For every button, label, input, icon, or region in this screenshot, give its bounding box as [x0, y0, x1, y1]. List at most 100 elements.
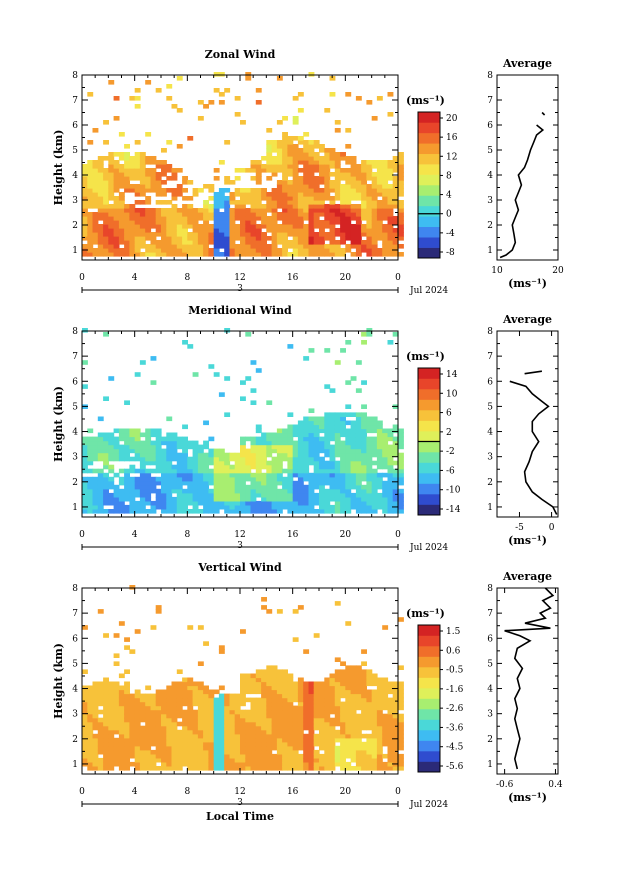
- heatmap-cell: [87, 240, 94, 245]
- heatmap-cell: [292, 212, 299, 217]
- heatmap-cell: [182, 436, 188, 442]
- heatmap-cell: [334, 492, 341, 498]
- heatmap-cell: [182, 444, 188, 450]
- heatmap-cell: [139, 172, 146, 177]
- heatmap-cell: [313, 681, 320, 687]
- heatmap-cell: [287, 709, 294, 715]
- heatmap-cell: [319, 228, 325, 233]
- heatmap-cell: [266, 208, 273, 213]
- heatmap-cell: [371, 164, 378, 169]
- heatmap-cell: [319, 172, 325, 177]
- heatmap-cell: [313, 216, 320, 221]
- heatmap-cell: [129, 476, 136, 482]
- heatmap-cell: [308, 144, 315, 149]
- heatmap-cell: [82, 689, 88, 695]
- heatmap-cell: [266, 460, 273, 466]
- heatmap-cell: [255, 745, 262, 751]
- heatmap-cell: [97, 509, 104, 514]
- heatmap-cell: [255, 456, 262, 462]
- colorbar-swatch: [418, 698, 440, 710]
- heatmap-cell: [108, 252, 115, 257]
- heatmap-cell: [282, 172, 288, 177]
- heatmap-cell: [340, 440, 346, 446]
- heatmap-cell: [271, 509, 278, 514]
- heatmap-cell: [324, 196, 331, 201]
- heatmap-cell: [371, 252, 378, 257]
- heatmap-cell: [303, 420, 310, 426]
- heatmap-cell: [171, 252, 178, 257]
- heatmap-cell: [108, 216, 115, 221]
- heatmap-cell: [203, 104, 209, 109]
- heatmap-cell: [197, 689, 204, 695]
- heatmap-cell: [250, 705, 257, 711]
- heatmap-cell: [355, 240, 362, 245]
- heatmap-cell: [171, 196, 178, 201]
- heatmap-cell: [203, 717, 209, 723]
- heatmap-cell: [187, 196, 194, 201]
- heatmap-cell: [155, 212, 162, 217]
- heatmap-cell: [350, 480, 357, 486]
- heatmap-cell: [350, 677, 357, 683]
- heatmap-cell: [134, 697, 141, 703]
- heatmap-cell: [345, 504, 352, 510]
- heatmap-cell: [266, 140, 273, 145]
- heatmap-cell: [82, 192, 88, 197]
- heatmap-cell: [345, 456, 352, 462]
- heatmap-cell: [213, 488, 220, 494]
- heatmap-cell: [255, 244, 262, 249]
- heatmap-cell: [355, 184, 362, 189]
- heatmap-cell: [192, 761, 199, 767]
- heatmap-cell: [224, 460, 231, 466]
- heatmap-cell: [282, 721, 288, 727]
- heatmap-cell: [366, 753, 373, 759]
- heatmap-cell: [187, 472, 194, 478]
- heatmap-cell: [108, 176, 115, 181]
- heatmap-cell: [398, 164, 404, 169]
- heatmap-cell: [366, 480, 373, 486]
- heatmap-cell: [398, 757, 404, 763]
- heatmap-cell: [145, 761, 152, 767]
- heatmap-cell: [266, 440, 273, 446]
- heatmap-cell: [145, 749, 152, 755]
- heatmap-cell: [255, 757, 262, 763]
- heatmap-cell: [118, 220, 125, 225]
- heatmap-cell: [282, 480, 288, 486]
- heatmap-cell: [161, 472, 167, 478]
- heatmap-cell: [261, 745, 267, 751]
- heatmap-cell: [355, 468, 362, 474]
- heatmap-cell: [340, 721, 346, 727]
- heatmap-cell: [145, 741, 152, 747]
- heatmap-cell: [361, 168, 367, 173]
- heatmap-cell: [118, 693, 125, 699]
- heatmap-cell: [182, 504, 188, 510]
- heatmap-cell: [287, 729, 294, 735]
- heatmap-cell: [129, 204, 136, 209]
- heatmap-cell: [340, 717, 346, 723]
- heatmap-cell: [176, 761, 183, 767]
- heatmap-cell: [82, 188, 88, 193]
- heatmap-cell: [139, 484, 146, 490]
- heatmap-cell: [382, 160, 389, 165]
- heatmap-cell: [166, 705, 173, 711]
- heatmap-cell: [329, 216, 336, 221]
- heatmap-cell: [203, 705, 209, 711]
- heatmap-cell: [208, 733, 215, 739]
- heatmap-cell: [155, 766, 162, 771]
- heatmap-cell: [308, 693, 315, 699]
- heatmap-cell: [103, 492, 109, 498]
- heatmap-cell: [208, 228, 215, 233]
- heatmap-cell: [87, 436, 94, 442]
- heatmap-cell: [376, 733, 383, 739]
- heatmap-cell: [392, 741, 399, 747]
- heatmap-cell: [308, 184, 315, 189]
- heatmap-cell: [276, 500, 283, 506]
- heatmap-cell: [155, 729, 162, 735]
- heatmap-cell: [361, 452, 367, 458]
- heatmap-cell: [134, 709, 141, 715]
- heatmap-cell: [187, 224, 194, 229]
- heatmap-cell: [103, 753, 109, 759]
- heatmap-cell: [292, 184, 299, 189]
- heatmap-cell: [334, 412, 341, 417]
- heatmap-cell: [266, 196, 273, 201]
- colorbar-swatch: [418, 625, 440, 636]
